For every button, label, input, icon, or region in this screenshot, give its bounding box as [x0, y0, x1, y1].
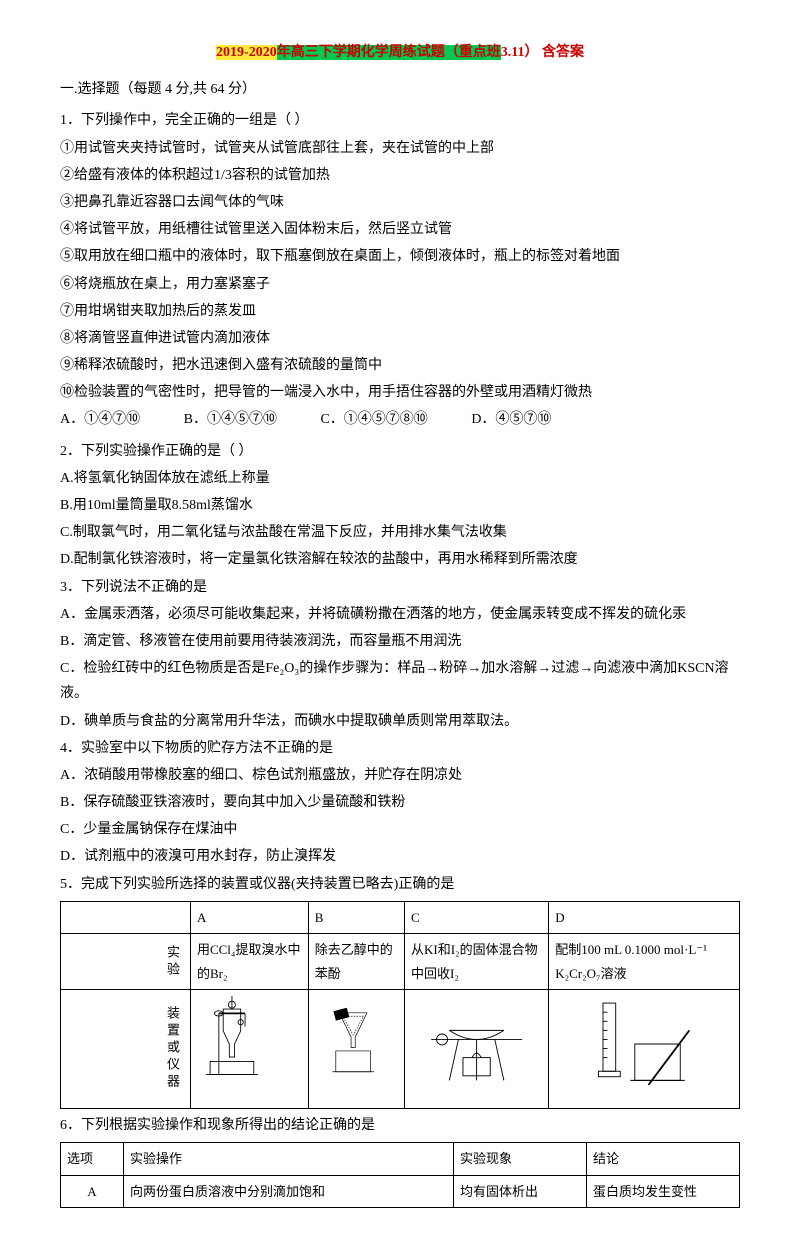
evaporating-dish-icon — [411, 994, 542, 1094]
title-year: 2019-2020 — [216, 45, 277, 60]
q3-stem: 3．下列说法不正确的是 — [60, 575, 740, 600]
q2-opt-a: A.将氢氧化钠固体放在滤纸上称量 — [60, 466, 740, 491]
q5-device-b — [308, 989, 404, 1108]
q1-item-10: ⑩检验装置的气密性时，把导管的一端浸入水中，用手捂住容器的外壁或用酒精灯微热 — [60, 380, 740, 405]
q4-opt-a: A．浓硝酸用带橡胶塞的细口、棕色试剂瓶盛放，并贮存在阴凉处 — [60, 763, 740, 788]
page-title: 2019-2020年高三下学期化学周练试题（重点班3.11） 含答案 — [60, 40, 740, 65]
q1-opt-c: C．①④⑤⑦⑧⑩ — [320, 407, 427, 432]
q6-h0: 选项 — [61, 1143, 124, 1175]
q6-h3: 结论 — [587, 1143, 740, 1175]
title-mid: 年高三下学期化学周练试题（重点班 — [277, 45, 501, 60]
q5-stem: 5．完成下列实验所选择的装置或仪器(夹持装置已略去)正确的是 — [60, 872, 740, 897]
q5-r1-a: 用CCl₄提取溴水中的Br₂ — [190, 934, 308, 990]
q2-opt-c: C.制取氯气时，用二氧化锰与浓盐酸在常温下反应，并用排水集气法收集 — [60, 520, 740, 545]
q2-opt-b: B.用10ml量筒量取8.58ml蒸馏水 — [60, 493, 740, 518]
q6-stem: 6．下列根据实验操作和现象所得出的结论正确的是 — [60, 1113, 740, 1138]
q1-item-4: ④将试管平放，用纸槽往试管里送入固体粉末后，然后竖立试管 — [60, 217, 740, 242]
q4-opt-c: C．少量金属钠保存在煤油中 — [60, 817, 740, 842]
separating-funnel-icon — [197, 994, 302, 1094]
section-1-heading: 一.选择题（每题 4 分,共 64 分） — [60, 77, 740, 102]
q3-opt-c: C．检验红砖中的红色物质是否是Fe₂O₃的操作步骤为：样品→粉碎→加水溶解→过滤… — [60, 656, 740, 706]
q2-stem: 2．下列实验操作正确的是（ ） — [60, 439, 740, 464]
q1-opt-b: B．①④⑤⑦⑩ — [184, 407, 277, 432]
q3-opt-d: D．碘单质与食盐的分离常用升华法，而碘水中提取碘单质则常用萃取法。 — [60, 709, 740, 734]
q6-h2: 实验现象 — [454, 1143, 587, 1175]
filter-funnel-icon — [315, 994, 398, 1094]
q1-item-5: ⑤取用放在细口瓶中的液体时，取下瓶塞倒放在桌面上，倾倒液体时，瓶上的标签对着地面 — [60, 244, 740, 269]
q5-head-d: D — [549, 901, 740, 933]
q6-a-0: A — [61, 1175, 124, 1207]
q5-row1-label: 实验 — [61, 934, 191, 990]
q1-item-1: ①用试管夹夹持试管时，试管夹从试管底部往上套，夹在试管的中上部 — [60, 136, 740, 161]
q4-opt-b: B．保存硫酸亚铁溶液时，要向其中加入少量硫酸和铁粉 — [60, 790, 740, 815]
q1-item-9: ⑨稀释浓硫酸时，把水迅速倒入盛有浓硫酸的量筒中 — [60, 353, 740, 378]
q5-device-a — [190, 989, 308, 1108]
q5-row2-label: 装置或仪器 — [61, 989, 191, 1108]
q3-opt-a: A．金属汞洒落，必须尽可能收集起来，并将硫磺粉撒在洒落的地方，使金属汞转变成不挥… — [60, 602, 740, 627]
q5-device-c — [405, 989, 549, 1108]
q5-device-d — [549, 989, 740, 1108]
q2-opt-d: D.配制氯化铁溶液时，将一定量氯化铁溶解在较浓的盐酸中，再用水稀释到所需浓度 — [60, 547, 740, 572]
q6-table: 选项 实验操作 实验现象 结论 A 向两份蛋白质溶液中分别滴加饱和 均有固体析出… — [60, 1142, 740, 1208]
q1-item-6: ⑥将烧瓶放在桌上，用力塞紧塞子 — [60, 272, 740, 297]
q1-item-3: ③把鼻孔靠近容器口去闻气体的气味 — [60, 190, 740, 215]
q5-head-a: A — [190, 901, 308, 933]
q1-options: A．①④⑦⑩ B．①④⑤⑦⑩ C．①④⑤⑦⑧⑩ D．④⑤⑦⑩ — [60, 407, 740, 432]
q6-a-1: 向两份蛋白质溶液中分别滴加饱和 — [124, 1175, 454, 1207]
q5-head-blank — [61, 901, 191, 933]
q1-opt-a: A．①④⑦⑩ — [60, 407, 140, 432]
q1-item-2: ②给盛有液体的体积超过1/3容积的试管加热 — [60, 163, 740, 188]
q5-r1-b: 除去乙醇中的苯酚 — [308, 934, 404, 990]
q5-head-c: C — [405, 901, 549, 933]
q6-a-3: 蛋白质均发生变性 — [587, 1175, 740, 1207]
q4-opt-d: D．试剂瓶中的液溴可用水封存，防止溴挥发 — [60, 844, 740, 869]
q5-table: A B C D 实验 用CCl₄提取溴水中的Br₂ 除去乙醇中的苯酚 从KI和I… — [60, 901, 740, 1109]
q1-item-7: ⑦用坩埚钳夹取加热后的蒸发皿 — [60, 299, 740, 324]
q1-item-8: ⑧将滴管竖直伸进试管内滴加液体 — [60, 326, 740, 351]
q5-r1-c: 从KI和I₂的固体混合物中回收I₂ — [405, 934, 549, 990]
q1-opt-d: D．④⑤⑦⑩ — [471, 407, 551, 432]
q5-head-b: B — [308, 901, 404, 933]
title-end: 3.11） 含答案 — [501, 45, 584, 60]
q5-r1-d: 配制100 mL 0.1000 mol·L⁻¹ K₂Cr₂O₇溶液 — [549, 934, 740, 990]
q6-a-2: 均有固体析出 — [454, 1175, 587, 1207]
q6-h1: 实验操作 — [124, 1143, 454, 1175]
q4-stem: 4．实验室中以下物质的贮存方法不正确的是 — [60, 736, 740, 761]
q3-opt-b: B．滴定管、移液管在使用前要用待装液润洗，而容量瓶不用润洗 — [60, 629, 740, 654]
graduated-cylinder-beaker-icon — [555, 994, 733, 1094]
q1-stem: 1．下列操作中，完全正确的一组是（ ） — [60, 108, 740, 133]
